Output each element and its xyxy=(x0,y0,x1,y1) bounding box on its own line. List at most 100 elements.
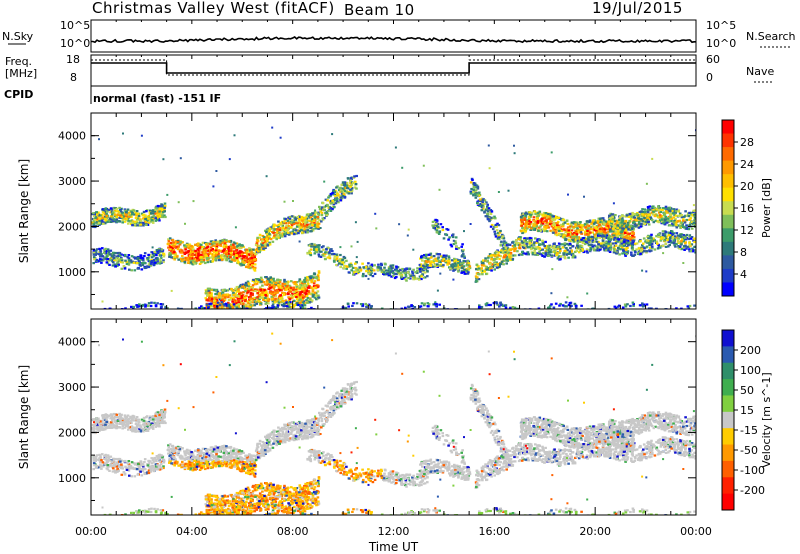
data-cell xyxy=(477,272,480,275)
data-cell xyxy=(625,236,629,239)
data-cell xyxy=(256,238,259,241)
data-cell xyxy=(209,249,213,252)
data-cell xyxy=(562,218,565,221)
data-cell xyxy=(125,217,128,221)
data-cell xyxy=(163,202,167,205)
data-cell xyxy=(558,247,562,251)
data-cell xyxy=(423,271,427,274)
data-cell xyxy=(124,212,127,215)
data-cell xyxy=(304,226,307,229)
data-cell xyxy=(251,304,255,307)
data-cell xyxy=(132,220,135,223)
data-cell xyxy=(524,226,528,230)
data-cell xyxy=(673,244,676,247)
data-cell xyxy=(286,228,289,231)
data-cell xyxy=(197,259,201,262)
data-cell xyxy=(576,237,580,241)
data-cell xyxy=(382,268,386,272)
data-cell xyxy=(204,252,208,256)
data-cell xyxy=(563,255,567,258)
data-cell xyxy=(225,259,228,262)
data-cell xyxy=(216,307,220,309)
data-cell xyxy=(477,192,481,195)
data-cell xyxy=(470,187,473,191)
data-cell xyxy=(680,238,684,241)
data-cell xyxy=(617,246,620,249)
data-cell xyxy=(594,237,598,240)
data-cell xyxy=(576,242,579,245)
data-cell xyxy=(349,185,352,188)
data-cell xyxy=(327,196,330,199)
data-cell xyxy=(98,216,101,219)
data-cell xyxy=(228,260,232,263)
data-cell xyxy=(304,216,307,219)
data-cell xyxy=(309,254,313,257)
data-cell xyxy=(92,212,95,215)
data-cell xyxy=(229,256,232,259)
data-cell xyxy=(560,229,563,233)
data-cell xyxy=(677,237,680,240)
power-heatmap-data xyxy=(91,126,696,309)
data-cell xyxy=(642,237,646,240)
data-cell xyxy=(305,298,308,302)
data-cell xyxy=(528,222,531,225)
data-cell xyxy=(594,233,597,236)
data-cell xyxy=(361,275,365,278)
data-cell xyxy=(480,209,484,212)
data-cell xyxy=(500,249,503,252)
data-cell xyxy=(137,259,141,263)
data-cell xyxy=(213,306,217,309)
data-cell xyxy=(568,252,571,255)
data-cell xyxy=(318,250,321,253)
data-cell xyxy=(480,267,483,270)
data-cell xyxy=(506,247,510,250)
data-cell xyxy=(240,300,244,303)
data-cell xyxy=(547,246,550,249)
data-cell xyxy=(201,245,204,249)
data-cell xyxy=(293,216,296,219)
data-cell xyxy=(206,287,210,290)
data-cell xyxy=(308,219,312,222)
data-cell xyxy=(467,271,470,274)
data-cell xyxy=(341,258,344,261)
data-cell xyxy=(258,248,261,251)
data-cell xyxy=(243,258,246,261)
data-cell xyxy=(524,225,527,228)
data-cell xyxy=(147,265,151,269)
data-cell xyxy=(468,266,472,270)
data-cell xyxy=(150,218,154,222)
data-cell xyxy=(362,272,365,276)
data-cell xyxy=(151,210,154,213)
data-cell xyxy=(499,229,502,233)
data-cell xyxy=(130,219,134,222)
data-cell xyxy=(498,257,501,261)
data-cell xyxy=(260,280,263,283)
data-cell xyxy=(575,233,579,236)
data-cell xyxy=(240,291,243,294)
data-cell xyxy=(232,301,236,304)
data-cell xyxy=(321,254,324,257)
data-cell xyxy=(295,285,299,288)
data-cell xyxy=(519,216,523,219)
data-cell xyxy=(349,179,352,182)
data-cell xyxy=(156,258,159,261)
data-cell xyxy=(124,259,127,262)
data-cell xyxy=(373,272,377,275)
data-cell xyxy=(420,256,423,259)
data-cell xyxy=(157,218,161,221)
data-cell xyxy=(570,229,574,232)
data-cell xyxy=(290,305,294,308)
data-cell xyxy=(290,215,294,218)
data-cell xyxy=(195,259,199,262)
data-cell xyxy=(281,232,284,235)
data-cell xyxy=(534,227,538,230)
data-cell xyxy=(323,217,326,220)
data-cell xyxy=(293,293,297,296)
data-cell xyxy=(109,253,112,256)
data-cell xyxy=(181,241,184,244)
data-cell xyxy=(256,288,259,291)
data-cell xyxy=(269,286,272,289)
data-cell xyxy=(333,199,336,202)
data-cell xyxy=(441,265,445,268)
data-cell xyxy=(586,224,589,227)
